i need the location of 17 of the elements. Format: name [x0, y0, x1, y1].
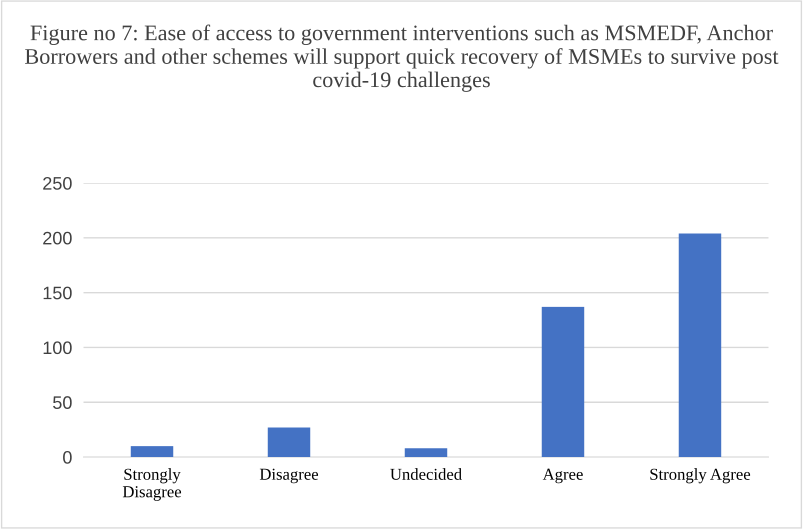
y-tick-label: 150 [44, 286, 72, 300]
y-tick-label: 50 [53, 396, 72, 409]
bar [404, 448, 448, 458]
bar [542, 306, 584, 458]
bar [678, 233, 722, 458]
chart-title: Figure no 7: Ease of access to government interventions such as MSMEDF, Anchor Borrowers and other schemes will support quick recovery of MSMEs to survive post covid-19 challenges [25, 24, 778, 92]
y-tick-label: 100 [44, 341, 72, 354]
x-tick-label: Undecided [390, 468, 462, 480]
y-tick-label: 250 [43, 176, 72, 190]
x-tick-label: Strongly Disagree [122, 468, 182, 501]
x-tick-label: Disagree [260, 468, 318, 484]
y-tick-label: 0 [63, 450, 72, 464]
bar [268, 427, 310, 458]
y-tick-label: 200 [43, 232, 72, 245]
x-tick-label: Strongly Agree [650, 468, 750, 484]
bar [130, 446, 174, 458]
x-tick-label: Agree [542, 468, 583, 484]
